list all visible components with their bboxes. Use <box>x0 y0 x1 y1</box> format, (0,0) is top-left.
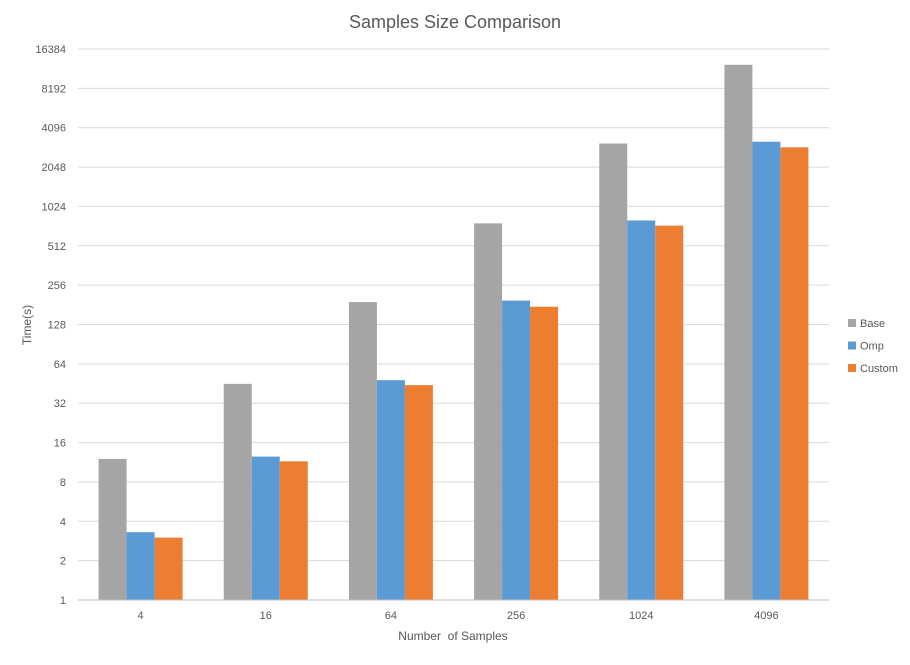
bar-base-1024 <box>599 143 628 600</box>
legend-label-omp: Omp <box>860 341 884 353</box>
bar-omp-256 <box>502 300 531 600</box>
x-tick-label: 4096 <box>754 610 778 622</box>
x-axis-label: Number of Samples <box>398 629 507 643</box>
legend-swatch-base <box>848 319 856 327</box>
y-tick-label: 1024 <box>42 201 66 213</box>
y-tick-label: 1 <box>60 595 66 607</box>
legend-label-base: Base <box>860 318 885 330</box>
y-axis-ticks: 1 2 4 8 16 32 64 128 256 512 1024 2048 4096 8192 16384 <box>35 44 66 607</box>
y-tick-label: 16 <box>54 438 66 450</box>
bars <box>98 64 809 601</box>
y-tick-label: 2 <box>60 556 66 568</box>
x-tick-label: 64 <box>385 610 397 622</box>
bar-omp-1024 <box>627 220 656 600</box>
legend: Base Omp Custom <box>848 318 898 375</box>
y-tick-label: 256 <box>48 280 66 292</box>
legend-swatch-custom <box>848 364 856 372</box>
bar-custom-16 <box>279 461 308 600</box>
bar-base-4096 <box>724 64 753 600</box>
y-tick-label: 512 <box>48 241 66 253</box>
bar-omp-64 <box>376 380 405 600</box>
x-tick-label: 1024 <box>629 610 653 622</box>
gridlines <box>78 48 829 562</box>
y-tick-label: 4096 <box>42 123 66 135</box>
x-axis-ticks: 4 16 64 256 1024 4096 <box>138 610 779 622</box>
x-tick-label: 16 <box>260 610 272 622</box>
y-tick-label: 16384 <box>35 44 66 56</box>
bar-omp-4 <box>126 532 155 600</box>
bar-base-4 <box>98 458 127 600</box>
bar-omp-16 <box>251 456 280 600</box>
y-tick-label: 8192 <box>42 83 66 95</box>
x-tick-label: 256 <box>507 610 525 622</box>
x-tick-label: 4 <box>138 610 144 622</box>
bar-base-64 <box>348 302 377 600</box>
bar-custom-1024 <box>655 225 684 600</box>
bar-omp-4096 <box>752 141 781 601</box>
chart-title: Samples Size Comparison <box>349 12 561 32</box>
y-tick-label: 4 <box>60 516 66 528</box>
bar-base-256 <box>474 223 503 600</box>
legend-swatch-omp <box>848 341 856 350</box>
y-axis-label: Time(s) <box>20 305 34 345</box>
y-tick-label: 2048 <box>42 162 66 174</box>
bar-custom-256 <box>530 306 559 600</box>
bar-custom-4096 <box>780 147 809 600</box>
y-tick-label: 32 <box>54 398 66 410</box>
bar-base-16 <box>223 383 252 600</box>
legend-label-custom: Custom <box>860 363 898 375</box>
y-tick-label: 8 <box>60 477 66 489</box>
bar-custom-64 <box>404 385 433 600</box>
y-tick-label: 64 <box>54 359 66 371</box>
y-tick-label: 128 <box>48 320 66 332</box>
bar-custom-4 <box>154 537 183 600</box>
